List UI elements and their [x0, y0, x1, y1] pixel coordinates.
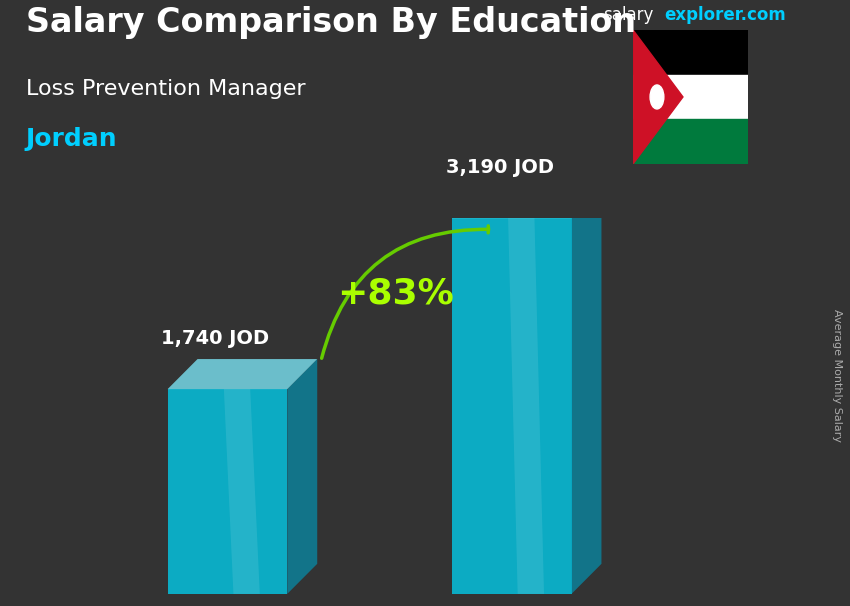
Polygon shape [167, 359, 317, 389]
Polygon shape [167, 389, 287, 594]
Text: salary: salary [604, 6, 654, 24]
Polygon shape [571, 188, 602, 594]
Text: explorer.com: explorer.com [665, 6, 786, 24]
Polygon shape [452, 218, 571, 594]
Text: 1,740 JOD: 1,740 JOD [162, 329, 269, 348]
Circle shape [650, 85, 664, 109]
Text: Jordan: Jordan [26, 127, 117, 152]
Text: Average Monthly Salary: Average Monthly Salary [832, 309, 842, 442]
Bar [633, 30, 748, 75]
Polygon shape [287, 359, 317, 594]
Text: Loss Prevention Manager: Loss Prevention Manager [26, 79, 305, 99]
Polygon shape [633, 30, 683, 164]
Text: +83%: +83% [337, 276, 454, 310]
Polygon shape [224, 389, 260, 594]
Text: 3,190 JOD: 3,190 JOD [445, 158, 553, 177]
Text: Salary Comparison By Education: Salary Comparison By Education [26, 6, 636, 39]
Bar [633, 75, 748, 119]
Polygon shape [452, 188, 602, 218]
Bar [633, 119, 748, 164]
Polygon shape [508, 218, 544, 594]
